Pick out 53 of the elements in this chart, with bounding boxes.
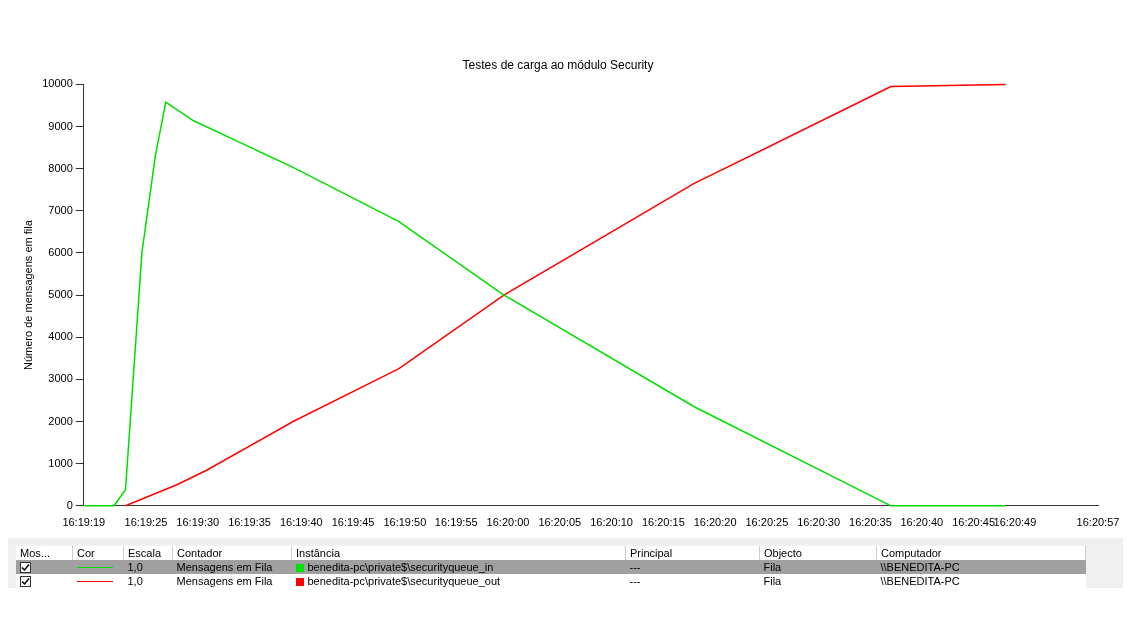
text: --- xyxy=(628,560,642,574)
legend-label: benedita-pc\private$\securityqueue_out xyxy=(306,574,502,588)
text: Computador xyxy=(876,546,1086,560)
y-tick-label: 5000 xyxy=(48,288,73,301)
text: Mensagens em Fila xyxy=(175,574,274,588)
text: Principal xyxy=(625,546,760,560)
x-tick-label: 16:20:45 xyxy=(952,516,996,529)
chart-title: Testes de carga ao módulo Security xyxy=(462,57,654,72)
text: 1,0 xyxy=(126,560,144,574)
y-tick-label: 4000 xyxy=(48,330,73,343)
x-tick-label: 16:20:10 xyxy=(590,516,633,529)
y-tick-label: 0 xyxy=(66,498,73,511)
text: Escala xyxy=(123,546,173,560)
legend-label: benedita-pc\private$\securityqueue_in xyxy=(306,560,495,574)
x-tick-label: 16:19:45 xyxy=(331,516,375,529)
text: Fila xyxy=(762,560,783,574)
x-tick-label: 16:20:49 xyxy=(993,516,1037,529)
x-tick-label: 16:19:30 xyxy=(176,516,220,529)
y-tick-label: 1000 xyxy=(48,456,73,469)
x-tick-label: 16:19:40 xyxy=(279,516,323,529)
y-tick-label: 8000 xyxy=(48,161,73,174)
text: Mensagens em Fila xyxy=(175,560,274,574)
x-tick-label: 16:20:57 xyxy=(1076,516,1120,529)
text: \\BENEDITA-PC xyxy=(879,574,961,588)
y-tick-label: 9000 xyxy=(48,119,73,132)
text: Objecto xyxy=(759,546,877,560)
x-tick-label: 16:19:50 xyxy=(383,516,427,529)
y-tick-label: 6000 xyxy=(48,245,73,258)
x-tick-label: 16:19:19 xyxy=(62,516,106,529)
x-tick-label: 16:20:30 xyxy=(797,516,841,529)
text: Cor xyxy=(72,546,124,560)
x-tick-label: 16:19:25 xyxy=(124,516,168,529)
x-tick-label: 16:20:40 xyxy=(900,516,944,529)
text: Instância xyxy=(291,546,626,560)
y-axis-title: Número de mensagens em fila xyxy=(21,219,34,370)
text: Fila xyxy=(762,574,783,588)
x-tick-label: 16:20:35 xyxy=(849,516,892,529)
x-tick-label: 16:20:15 xyxy=(641,516,685,529)
y-tick-label: 2000 xyxy=(48,414,73,427)
x-tick-label: 16:19:35 xyxy=(228,516,271,529)
x-tick-label: 16:19:55 xyxy=(434,516,478,529)
text: Mos... xyxy=(16,546,73,560)
x-tick-label: 16:20:00 xyxy=(486,516,530,529)
text: 1,0 xyxy=(126,574,144,588)
y-tick-label: 7000 xyxy=(48,203,73,216)
text: Contador xyxy=(172,546,292,560)
text: \\BENEDITA-PC xyxy=(879,560,961,574)
x-tick-label: 16:20:20 xyxy=(693,516,737,529)
x-tick-label: 16:20:05 xyxy=(538,516,582,529)
y-tick-label: 10000 xyxy=(42,77,73,90)
x-tick-label: 16:20:25 xyxy=(745,516,789,529)
y-tick-label: 3000 xyxy=(48,372,73,385)
text: --- xyxy=(628,574,642,588)
